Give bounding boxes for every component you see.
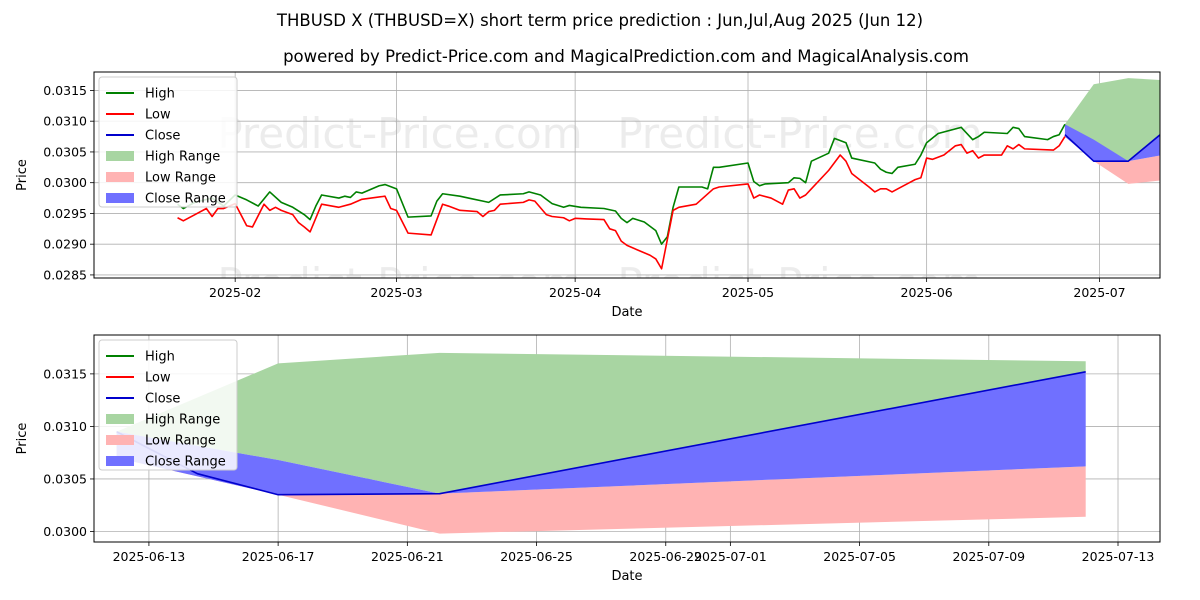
legend-label-close-range: Close Range — [145, 455, 226, 470]
x-tick-label: 2025-06-13 — [113, 549, 186, 564]
legend-swatch-low-range — [106, 172, 134, 182]
y-axis-label: Price — [15, 423, 30, 455]
watermark-text: Predict-Price.com — [217, 109, 582, 158]
x-tick-label: 2025-04 — [549, 285, 601, 300]
legend-swatch-low-range — [106, 435, 134, 445]
legend-label-high: High — [145, 350, 175, 365]
legend-label-low: Low — [145, 371, 171, 386]
chart-subtitle: powered by Predict-Price.com and Magical… — [283, 47, 969, 66]
legend-label-low-range: Low Range — [145, 434, 216, 449]
legend-swatch-close-range — [106, 456, 134, 466]
watermark-text: Predict-Price.com — [617, 109, 982, 158]
legend-label-high-range: High Range — [145, 413, 220, 428]
legend-swatch-high-range — [106, 414, 134, 424]
legend-label-high: High — [145, 87, 175, 102]
y-tick-label: 0.0300 — [43, 524, 87, 539]
legend-label-low-range: Low Range — [145, 171, 216, 186]
y-tick-label: 0.0310 — [43, 114, 87, 129]
y-tick-label: 0.0310 — [43, 419, 87, 434]
high-series-line — [177, 123, 1066, 245]
axes-frame — [93, 334, 1161, 543]
close-series-line — [1064, 133, 1160, 162]
y-tick-label: 0.0305 — [43, 144, 87, 159]
y-tick-label: 0.0290 — [43, 237, 87, 252]
x-tick-label: 2025-03 — [370, 285, 422, 300]
legend-label-high-range: High Range — [145, 150, 220, 165]
watermark-text: Predict-Price.com — [617, 259, 982, 308]
x-tick-label: 2025-06-25 — [500, 549, 573, 564]
x-tick-label: 2025-05 — [722, 285, 774, 300]
legend-label-close: Close — [145, 392, 180, 407]
history-chart: Predict-Price.com Predict-Price.com Predic… — [15, 71, 1161, 320]
x-tick-label: 2025-07-05 — [823, 549, 896, 564]
y-tick-label: 0.0315 — [43, 83, 87, 98]
x-tick-label: 2025-07-09 — [952, 549, 1025, 564]
prediction-chart: Predict-Price.comPredict-Price.com0.0300… — [15, 334, 1161, 584]
legend-swatch-close-range — [106, 193, 134, 203]
legend-swatch-high-range — [106, 151, 134, 161]
x-tick-label: 2025-06 — [901, 285, 953, 300]
x-tick-label: 2025-06-29 — [629, 549, 702, 564]
low-range-band — [116, 452, 1086, 534]
legend-label-close: Close — [145, 129, 180, 144]
x-tick-label: 2025-06-17 — [242, 549, 315, 564]
y-tick-label: 0.0305 — [43, 471, 87, 486]
axes-frame — [93, 71, 1161, 279]
x-tick-label: 2025-07-01 — [694, 549, 767, 564]
x-axis-label: Date — [611, 569, 642, 584]
legend-label-low: Low — [145, 108, 171, 123]
y-axis-label: Price — [15, 159, 30, 191]
chart-title: THBUSD X (THBUSD=X) short term price pre… — [276, 11, 923, 30]
watermark-text: Predict-Price.com — [217, 259, 582, 308]
y-tick-label: 0.0295 — [43, 206, 87, 221]
low-series-line — [177, 136, 1066, 270]
close-range-band — [1064, 124, 1160, 162]
high-range-band — [116, 352, 1086, 494]
y-tick-label: 0.0285 — [43, 267, 87, 282]
low-range-band — [1064, 134, 1160, 184]
legend-label-close-range: Close Range — [145, 192, 226, 207]
close-range-band — [116, 371, 1086, 495]
x-tick-label: 2025-06-21 — [371, 549, 444, 564]
y-tick-label: 0.0315 — [43, 366, 87, 381]
y-tick-label: 0.0300 — [43, 175, 87, 190]
x-tick-label: 2025-07 — [1073, 285, 1125, 300]
x-axis-label: Date — [611, 305, 642, 320]
x-tick-label: 2025-02 — [209, 285, 261, 300]
x-tick-label: 2025-07-13 — [1082, 549, 1155, 564]
